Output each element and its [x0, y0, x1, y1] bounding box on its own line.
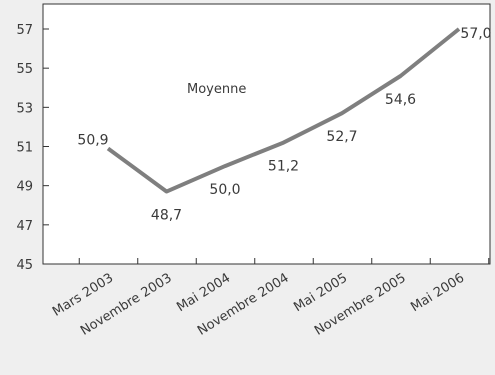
series-line: [106, 27, 461, 194]
data-label: 51,2: [268, 159, 299, 175]
data-label: 57,0: [460, 26, 491, 42]
data-label: 54,6: [385, 92, 416, 108]
y-tick-label: 51: [16, 141, 33, 156]
x-tick-label: Mai 2006: [408, 271, 467, 316]
series-layer: 50,9 48,7 50,0 51,2 52,7 54,6 57,0 Moyenne: [77, 26, 491, 224]
y-tick-label: 45: [16, 258, 33, 273]
data-label: 50,9: [77, 132, 108, 148]
y-tick-label: 47: [16, 219, 33, 234]
y-tick-label: 57: [16, 23, 33, 38]
data-label: 50,0: [209, 182, 240, 198]
y-tick-label: 49: [16, 180, 33, 195]
data-label: 48,7: [151, 208, 182, 224]
y-tick-label: 55: [16, 62, 33, 77]
plot-area: [42, 3, 491, 265]
y-tick-label: 53: [16, 101, 33, 116]
data-label: 52,7: [326, 129, 357, 145]
series-name-label: Moyenne: [187, 82, 246, 97]
y-axis: 45 47 49 51 53 55 57: [16, 23, 49, 273]
